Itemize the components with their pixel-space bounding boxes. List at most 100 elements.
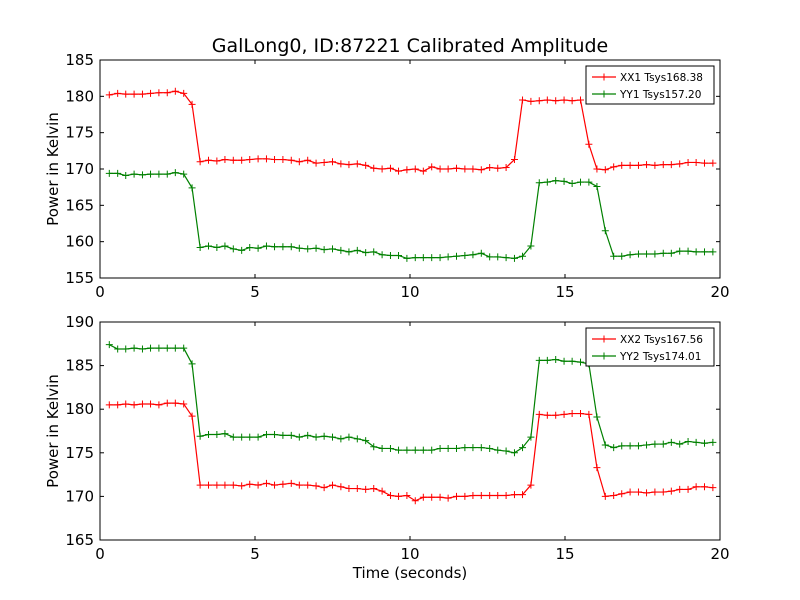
data-point (577, 358, 584, 366)
data-point (411, 254, 419, 262)
data-point (213, 481, 221, 489)
data-point (362, 161, 370, 169)
data-point (444, 165, 452, 173)
data-point (444, 253, 452, 261)
data-point (593, 165, 601, 173)
data-point (444, 444, 452, 452)
x-tick-label: 15 (555, 283, 574, 301)
data-point (667, 161, 675, 169)
data-point (163, 399, 171, 407)
data-point (709, 484, 717, 492)
data-point (659, 249, 667, 257)
data-point (345, 248, 353, 256)
data-point (510, 491, 518, 499)
data-point (329, 158, 336, 166)
data-point (477, 444, 485, 452)
data-point (246, 156, 254, 164)
data-point (238, 246, 246, 254)
data-point (601, 441, 609, 449)
data-point (585, 178, 593, 186)
data-point (469, 165, 477, 173)
data-point (221, 430, 229, 438)
data-point (329, 481, 336, 489)
data-point (510, 156, 518, 164)
data-point (411, 446, 419, 454)
data-point (469, 492, 477, 500)
data-point (353, 160, 361, 168)
data-point (304, 245, 312, 253)
data-point (395, 167, 403, 175)
data-point (378, 251, 386, 259)
bottom-subplot: 0 5 10 15 20 165 170 175 180 185 190 Power in Kelvi… (44, 313, 730, 563)
data-point (651, 161, 659, 169)
data-point (577, 410, 584, 418)
data-point (593, 182, 601, 190)
data-point (436, 493, 444, 501)
data-point (651, 250, 659, 258)
data-point (701, 483, 708, 491)
data-point (709, 438, 717, 446)
data-point (105, 401, 113, 409)
data-point (643, 250, 651, 258)
data-point (461, 251, 469, 259)
data-point (560, 96, 568, 104)
y-tick-label: 175 (65, 124, 94, 142)
data-point (378, 444, 386, 452)
data-point (618, 252, 626, 260)
data-point (676, 485, 684, 493)
data-point (353, 485, 361, 493)
data-point (543, 96, 551, 104)
data-point (601, 227, 609, 235)
legend-swatch-marker (600, 73, 608, 81)
data-point (238, 433, 246, 441)
data-point (213, 430, 221, 438)
data-point (510, 449, 518, 457)
legend-swatch-marker (600, 352, 608, 360)
data-point (147, 170, 155, 178)
data-point (527, 433, 535, 441)
top-subplot: 0 5 10 15 20 155 160 165 170 175 180 185 Power in Ke… (44, 51, 730, 301)
data-point (254, 244, 262, 252)
x-tick-label: 0 (95, 545, 105, 563)
data-point (444, 494, 452, 502)
data-point (709, 159, 717, 167)
data-point (610, 163, 618, 171)
data-point (643, 441, 651, 449)
data-point (684, 485, 692, 493)
data-point (692, 438, 700, 446)
data-point (386, 251, 394, 259)
y-tick-label: 180 (65, 400, 94, 418)
data-point (180, 344, 188, 352)
data-point (279, 243, 287, 251)
x-tick-label: 20 (710, 283, 729, 301)
series-layer (105, 341, 717, 505)
data-point (320, 246, 328, 254)
data-point (188, 412, 196, 420)
data-point (684, 158, 692, 166)
data-point (568, 97, 576, 105)
data-point (196, 243, 204, 251)
data-point (461, 444, 469, 452)
data-point (188, 184, 196, 192)
data-point (502, 447, 510, 455)
data-point (395, 492, 403, 500)
data-point (386, 164, 394, 172)
data-point (196, 432, 204, 440)
data-point (486, 253, 494, 261)
data-point (502, 492, 510, 500)
data-point (651, 488, 659, 496)
data-point (196, 481, 204, 489)
data-point (188, 360, 196, 368)
data-point (626, 442, 634, 450)
data-point (610, 252, 618, 260)
data-point (213, 243, 221, 251)
data-point (345, 485, 353, 493)
data-point (238, 482, 246, 490)
data-point (130, 90, 138, 98)
data-point (163, 89, 171, 97)
data-point (262, 242, 270, 250)
data-point (577, 96, 584, 104)
data-point (370, 248, 378, 256)
data-point (221, 242, 229, 250)
